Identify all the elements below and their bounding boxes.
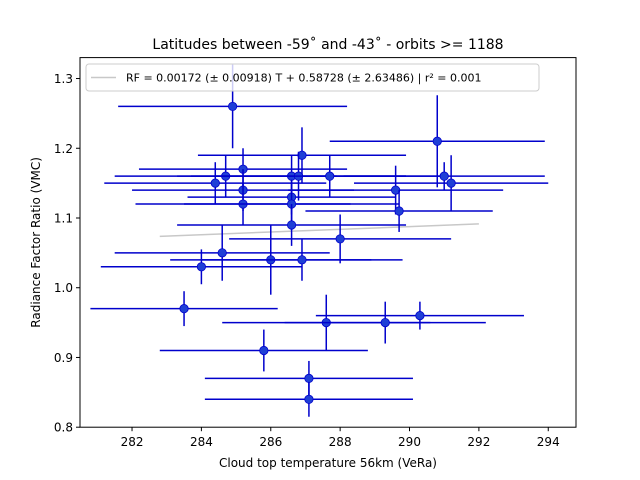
- point-marker: [196, 262, 206, 272]
- plot-frame: [79, 57, 577, 428]
- fit-line-layer: [159, 223, 479, 238]
- legend-entry: RF = 0.00172 (± 0.00918) T + 0.58728 (± …: [126, 72, 481, 85]
- point-marker: [179, 304, 189, 314]
- point-marker: [446, 178, 456, 188]
- x-tick-label: 294: [537, 435, 560, 449]
- point-marker: [210, 178, 220, 188]
- point-marker: [217, 248, 227, 258]
- data-point: [100, 249, 302, 285]
- x-tick-label: 286: [259, 435, 282, 449]
- y-tick-label: 0.8: [54, 421, 73, 435]
- point-marker: [304, 394, 314, 404]
- data-point: [204, 381, 413, 417]
- x-axis-ticks: 282 284 286 288 290 292 294: [121, 427, 560, 449]
- point-marker: [415, 311, 425, 321]
- data-point: [329, 95, 545, 188]
- x-axis-label: Cloud top temperature 56km (VeRa): [219, 456, 437, 470]
- data-point: [229, 214, 452, 264]
- data-point: [114, 224, 330, 281]
- y-axis-label: Radiance Factor Ratio (VMC): [29, 157, 43, 328]
- legend: RF = 0.00172 (± 0.00918) T + 0.58728 (± …: [85, 63, 540, 92]
- fit-line: [159, 223, 479, 238]
- data-point: [90, 291, 278, 327]
- data-points-layer: [90, 64, 549, 417]
- data-point: [354, 155, 549, 212]
- y-tick-label: 1.3: [54, 72, 73, 86]
- data-point: [315, 301, 524, 330]
- y-axis-ticks: 0.8 0.9 1.0 1.1 1.2 1.3: [54, 72, 80, 435]
- point-marker: [335, 234, 345, 244]
- x-tick-label: 292: [467, 435, 490, 449]
- y-tick-label: 1.0: [54, 281, 73, 295]
- point-marker: [304, 373, 314, 383]
- x-tick-label: 282: [121, 435, 144, 449]
- x-tick-label: 288: [329, 435, 352, 449]
- point-marker: [259, 345, 269, 356]
- point-marker: [228, 101, 238, 112]
- point-marker: [394, 206, 404, 216]
- point-marker: [380, 317, 390, 328]
- y-tick-label: 1.2: [54, 142, 73, 156]
- data-point: [288, 165, 504, 215]
- point-marker: [286, 220, 297, 230]
- data-point: [343, 162, 545, 191]
- data-point: [159, 329, 368, 372]
- point-marker: [432, 136, 442, 146]
- data-point: [197, 127, 407, 184]
- legend-box: [85, 63, 540, 92]
- point-marker: [325, 171, 335, 181]
- y-tick-label: 1.1: [54, 211, 73, 225]
- data-point: [284, 301, 486, 344]
- point-marker: [439, 171, 449, 181]
- y-tick-label: 0.9: [54, 351, 73, 365]
- data-point: [201, 238, 403, 281]
- point-marker: [297, 255, 307, 265]
- x-tick-label: 290: [398, 435, 421, 449]
- x-tick-label: 284: [190, 435, 213, 449]
- chart-title: Latitudes between -59˚ and -43˚ - orbits…: [152, 36, 503, 53]
